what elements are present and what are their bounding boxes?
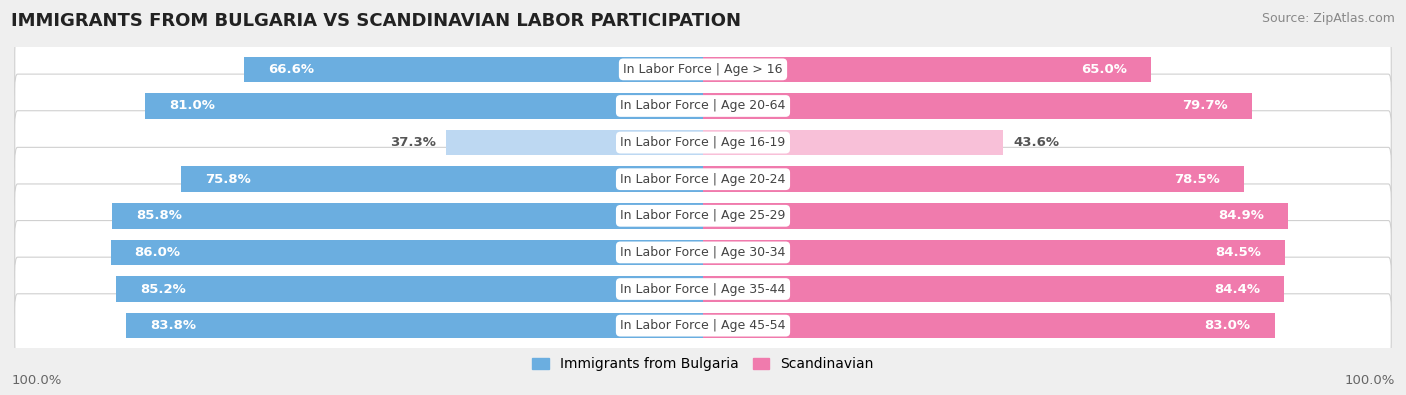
Bar: [703, 313, 1275, 339]
Text: Source: ZipAtlas.com: Source: ZipAtlas.com: [1261, 12, 1395, 25]
Text: 100.0%: 100.0%: [11, 374, 62, 387]
Bar: [245, 56, 703, 82]
Text: 66.6%: 66.6%: [269, 63, 315, 76]
Bar: [112, 203, 703, 229]
Bar: [703, 276, 1285, 302]
Text: 79.7%: 79.7%: [1182, 100, 1227, 113]
Bar: [703, 203, 1288, 229]
Text: 85.8%: 85.8%: [136, 209, 181, 222]
Text: In Labor Force | Age 25-29: In Labor Force | Age 25-29: [620, 209, 786, 222]
Text: 83.8%: 83.8%: [150, 319, 195, 332]
FancyBboxPatch shape: [14, 184, 1392, 248]
Text: 100.0%: 100.0%: [1344, 374, 1395, 387]
Text: In Labor Force | Age 16-19: In Labor Force | Age 16-19: [620, 136, 786, 149]
Text: 83.0%: 83.0%: [1205, 319, 1251, 332]
FancyBboxPatch shape: [14, 38, 1392, 101]
Text: In Labor Force | Age 20-24: In Labor Force | Age 20-24: [620, 173, 786, 186]
FancyBboxPatch shape: [14, 294, 1392, 357]
Text: In Labor Force | Age 45-54: In Labor Force | Age 45-54: [620, 319, 786, 332]
Text: In Labor Force | Age 30-34: In Labor Force | Age 30-34: [620, 246, 786, 259]
Text: 84.5%: 84.5%: [1215, 246, 1261, 259]
Bar: [111, 240, 703, 265]
Bar: [703, 130, 1004, 155]
Bar: [446, 130, 703, 155]
Text: 65.0%: 65.0%: [1081, 63, 1126, 76]
Bar: [703, 93, 1253, 119]
Bar: [703, 56, 1152, 82]
Text: 84.4%: 84.4%: [1215, 282, 1260, 295]
Bar: [117, 276, 703, 302]
FancyBboxPatch shape: [14, 220, 1392, 284]
Legend: Immigrants from Bulgaria, Scandinavian: Immigrants from Bulgaria, Scandinavian: [527, 352, 879, 377]
FancyBboxPatch shape: [14, 257, 1392, 321]
FancyBboxPatch shape: [14, 111, 1392, 175]
Bar: [125, 313, 703, 339]
FancyBboxPatch shape: [14, 74, 1392, 138]
Text: 78.5%: 78.5%: [1174, 173, 1219, 186]
Text: In Labor Force | Age > 16: In Labor Force | Age > 16: [623, 63, 783, 76]
Bar: [181, 166, 703, 192]
Text: 43.6%: 43.6%: [1014, 136, 1060, 149]
Text: 81.0%: 81.0%: [169, 100, 215, 113]
Text: IMMIGRANTS FROM BULGARIA VS SCANDINAVIAN LABOR PARTICIPATION: IMMIGRANTS FROM BULGARIA VS SCANDINAVIAN…: [11, 12, 741, 30]
Text: 75.8%: 75.8%: [205, 173, 250, 186]
Bar: [703, 166, 1244, 192]
Text: In Labor Force | Age 35-44: In Labor Force | Age 35-44: [620, 282, 786, 295]
Text: 37.3%: 37.3%: [389, 136, 436, 149]
FancyBboxPatch shape: [14, 147, 1392, 211]
Text: 84.9%: 84.9%: [1218, 209, 1264, 222]
Text: 85.2%: 85.2%: [141, 282, 186, 295]
Text: 86.0%: 86.0%: [135, 246, 180, 259]
Text: In Labor Force | Age 20-64: In Labor Force | Age 20-64: [620, 100, 786, 113]
Bar: [145, 93, 703, 119]
Bar: [703, 240, 1285, 265]
